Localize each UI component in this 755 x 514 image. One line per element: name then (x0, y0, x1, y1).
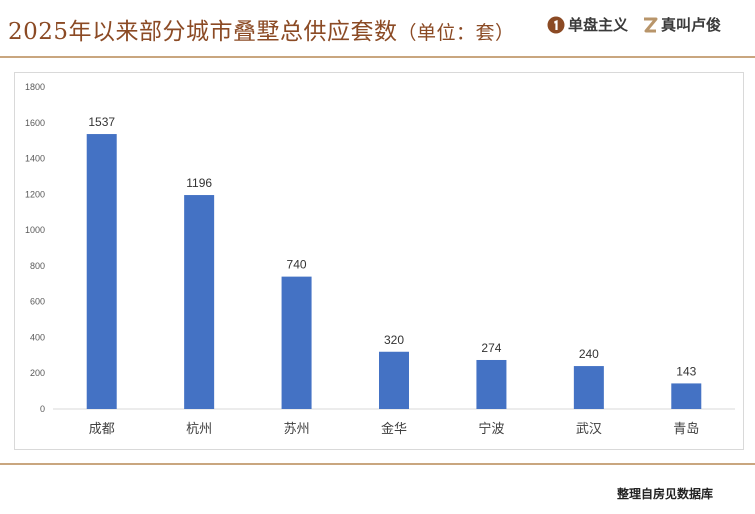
bar (671, 383, 702, 409)
x-tick-label: 金华 (381, 421, 407, 437)
bar (281, 276, 312, 409)
bar (476, 359, 507, 409)
bar (379, 351, 409, 409)
x-tick-label: 武汉 (576, 422, 602, 437)
zhenjiao-logo-icon (643, 17, 658, 32)
x-tick-label: 宁波 (478, 421, 504, 437)
y-tick-label: 1800 (25, 82, 45, 92)
logo-danpan: 单盘主义 (547, 14, 628, 35)
title-main: 2025年以来部分城市叠墅总供应套数 (8, 19, 398, 45)
data-label: 320 (384, 333, 404, 347)
bar (86, 134, 117, 409)
logo-zhenjiao: 真叫卢俊 (642, 14, 721, 35)
chart-title: 2025年以来部分城市叠墅总供应套数（单位：套） (8, 12, 515, 46)
y-tick-label: 200 (30, 368, 45, 378)
data-label: 1196 (186, 176, 212, 190)
y-tick-label: 800 (30, 261, 45, 271)
data-label: 274 (481, 341, 501, 355)
y-tick-label: 1400 (25, 154, 45, 164)
logo-group: 单盘主义 真叫卢俊 (547, 14, 721, 35)
bar (184, 195, 215, 409)
x-tick-label: 杭州 (186, 422, 212, 437)
y-tick-label: 0 (40, 404, 45, 414)
y-tick-label: 1200 (25, 189, 45, 199)
bar (573, 366, 604, 409)
bar-chart: 0 200 400 600 800 1000 1200 1400 1600 1800 1537 成都 1… (25, 82, 735, 437)
y-tick-label: 1000 (25, 225, 45, 235)
logo2-text: 真叫卢俊 (660, 16, 721, 34)
logo1-text: 单盘主义 (567, 16, 628, 34)
y-tick-label: 400 (30, 332, 45, 342)
data-label: 1537 (88, 115, 115, 129)
data-label: 740 (287, 258, 307, 272)
x-tick-label: 青岛 (673, 421, 699, 437)
footer-divider (0, 463, 755, 465)
x-tick-label: 苏州 (284, 421, 310, 437)
danpan-logo-icon (547, 16, 565, 33)
source-note: 整理自房见数据库 (616, 487, 713, 501)
data-label: 143 (676, 364, 696, 378)
title-unit: （单位：套） (397, 22, 515, 44)
x-tick-label: 成都 (89, 422, 115, 437)
chart-area: 0 200 400 600 800 1000 1200 1400 1600 1800 1537 成都 1… (14, 72, 744, 450)
header-divider (0, 56, 755, 58)
data-label: 240 (579, 347, 599, 361)
y-tick-label: 1600 (25, 118, 45, 128)
y-tick-label: 600 (30, 297, 45, 307)
